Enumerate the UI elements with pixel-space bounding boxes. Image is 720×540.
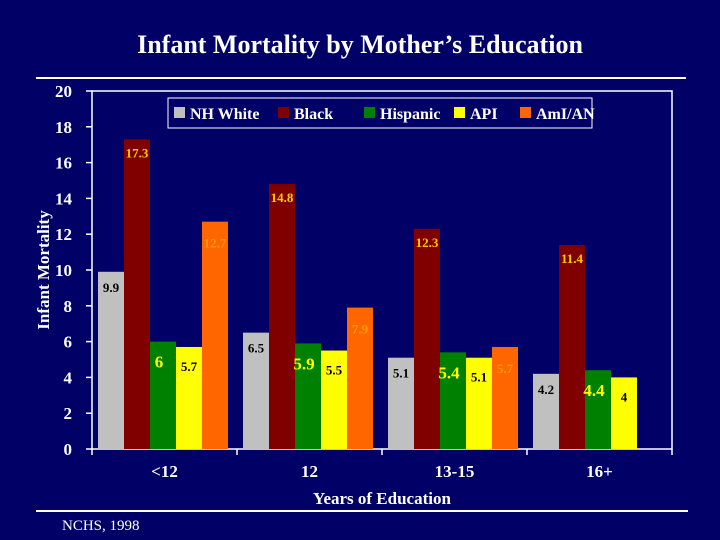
- bar: [559, 244, 585, 449]
- legend-label: AmI/AN: [536, 106, 595, 123]
- bar-data-label: 5.5: [326, 363, 343, 378]
- bar-data-label: 6: [155, 353, 164, 372]
- bar-data-label: 5.9: [293, 354, 314, 373]
- legend-swatch: [174, 107, 185, 118]
- bar-data-label: 5.4: [438, 363, 460, 382]
- x-category-label: 12: [301, 462, 318, 481]
- bar: [492, 346, 518, 449]
- bar: [347, 307, 373, 449]
- footer-divider: [36, 510, 688, 512]
- bar: [414, 228, 440, 449]
- bar: [124, 139, 150, 449]
- y-tick-label: 4: [64, 368, 73, 387]
- y-tick-label: 0: [64, 440, 73, 459]
- bar-data-label: 7.9: [352, 322, 369, 337]
- y-tick-label: 8: [64, 297, 73, 316]
- bar: [202, 221, 228, 449]
- bar: [176, 346, 202, 449]
- y-tick-label: 16: [55, 154, 72, 173]
- x-axis-label: Years of Education: [313, 489, 451, 508]
- bar: [269, 184, 295, 449]
- bar: [98, 271, 124, 449]
- bar: [321, 350, 347, 449]
- bar-data-label: 17.3: [126, 145, 149, 160]
- legend-label: Black: [294, 106, 333, 123]
- bar: [585, 370, 611, 449]
- y-tick-label: 14: [55, 189, 73, 208]
- y-tick-label: 20: [55, 82, 72, 101]
- bar-data-label: 4: [621, 389, 628, 404]
- bar-data-label: 5.1: [471, 370, 487, 385]
- bar-data-label: 5.1: [393, 366, 409, 381]
- bar: [440, 352, 466, 449]
- bar-data-label: 4.4: [583, 381, 605, 400]
- bar-data-label: 4.2: [538, 382, 554, 397]
- bar: [388, 357, 414, 449]
- bar-data-label: 6.5: [248, 341, 265, 356]
- y-tick-label: 10: [55, 261, 72, 280]
- legend-swatch: [364, 107, 375, 118]
- legend-label: API: [470, 106, 498, 123]
- bar: [466, 357, 492, 449]
- y-tick-label: 18: [55, 118, 72, 137]
- legend-swatch: [520, 107, 531, 118]
- y-tick-label: 12: [55, 225, 72, 244]
- bar: [533, 373, 559, 449]
- bar: [150, 341, 176, 449]
- bar-data-label: 12.3: [416, 235, 439, 250]
- y-tick-label: 2: [64, 404, 73, 423]
- bar-data-label: 9.9: [103, 280, 120, 295]
- legend-label: Hispanic: [380, 106, 440, 123]
- title-divider: [36, 77, 686, 79]
- bar: [611, 377, 637, 449]
- bar-data-label: 5.7: [497, 361, 514, 376]
- bar-data-label: 12.7: [204, 236, 227, 251]
- bar-data-label: 14.8: [271, 190, 294, 205]
- slide-title: Infant Mortality by Mother’s Education: [137, 30, 583, 59]
- legend-swatch: [278, 107, 289, 118]
- source-note: NCHS, 1998: [62, 518, 140, 534]
- x-category-label: <12: [151, 462, 178, 481]
- x-category-label: 13-15: [435, 462, 475, 481]
- bar-data-label: 5.7: [181, 359, 198, 374]
- y-axis-label: Infant Mortality: [34, 210, 53, 330]
- bar-data-label: 11.4: [561, 251, 584, 266]
- x-category-label: 16+: [586, 462, 613, 481]
- bar: [243, 332, 269, 449]
- legend-label: NH White: [190, 106, 259, 123]
- y-tick-label: 6: [64, 333, 73, 352]
- legend-swatch: [454, 107, 465, 118]
- bar: [295, 343, 321, 449]
